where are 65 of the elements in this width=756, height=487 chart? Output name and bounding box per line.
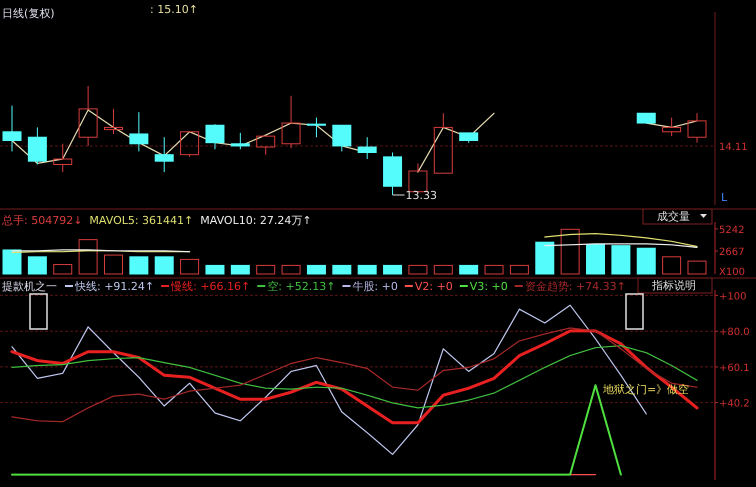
bar xyxy=(510,264,529,274)
chart-title: 提款机之一 xyxy=(2,280,57,293)
bar xyxy=(230,264,250,274)
legend-label: 牛股: +0 xyxy=(352,280,398,293)
text: MAVOL10: 27.24万↑ xyxy=(200,214,312,227)
bar xyxy=(688,260,706,274)
y-axis-title: X100 xyxy=(719,267,745,278)
candlestick xyxy=(104,108,123,134)
y-tick-label: +80.0 xyxy=(719,327,750,338)
candlestick xyxy=(306,117,326,138)
bar xyxy=(383,264,402,274)
bar xyxy=(28,256,47,274)
bar xyxy=(484,264,504,274)
candlestick xyxy=(53,143,72,173)
bar xyxy=(611,245,630,274)
annotation: 成交量 xyxy=(657,210,690,223)
y-tick-label: +60.1 xyxy=(719,362,750,374)
candlestick xyxy=(358,136,377,160)
bar xyxy=(586,244,606,274)
bar xyxy=(129,256,148,274)
legend-label: 快线: +91.24↑ xyxy=(74,280,154,293)
annotation: 13.33 xyxy=(406,189,438,202)
bar xyxy=(408,264,428,274)
legend-label: 慢线: +66.16↑ xyxy=(170,280,250,293)
bar xyxy=(459,264,478,274)
bar xyxy=(306,264,326,274)
candlestick xyxy=(28,126,47,165)
bar xyxy=(332,264,352,274)
bar xyxy=(2,249,22,274)
line-series xyxy=(11,345,698,408)
text: L xyxy=(721,191,728,204)
bar xyxy=(434,264,453,274)
bar xyxy=(53,264,72,274)
candlestick xyxy=(129,112,148,152)
bar xyxy=(180,258,200,274)
chart-title: 日线(复权) xyxy=(2,7,55,20)
y-tick-label: +40.2 xyxy=(719,398,750,410)
legend-label: V2: +0 xyxy=(414,280,453,293)
y-tick-label: 2667 xyxy=(719,247,744,258)
line-series xyxy=(11,304,647,455)
series-label: 总手: 504792↓ xyxy=(1,214,82,227)
y-tick-label: +100 xyxy=(719,291,746,302)
bar xyxy=(78,239,98,274)
bar xyxy=(535,242,554,274)
candlestick xyxy=(688,112,706,144)
text: MAVOL5: 361441↑ xyxy=(89,214,194,227)
bar xyxy=(560,228,580,274)
legend-label: 空: +52.13↑ xyxy=(267,280,336,293)
bar xyxy=(662,256,682,274)
y-tick-label: 5242 xyxy=(719,224,744,236)
legend-label: V3: +0 xyxy=(470,280,508,293)
bar xyxy=(358,264,377,274)
bar xyxy=(205,264,224,274)
candlestick xyxy=(78,86,98,146)
legend-label: 资金趋势: +74.33↑ xyxy=(524,280,626,293)
annotation: 指标说明 xyxy=(651,279,696,292)
bar xyxy=(282,264,301,274)
bar xyxy=(154,256,174,274)
bar xyxy=(636,248,656,274)
candlestick xyxy=(2,105,22,152)
bar xyxy=(104,254,123,274)
text: : 15.10↑ xyxy=(150,3,198,16)
text: 14.11 xyxy=(719,142,748,153)
candlestick xyxy=(154,136,174,173)
bar xyxy=(256,264,276,274)
